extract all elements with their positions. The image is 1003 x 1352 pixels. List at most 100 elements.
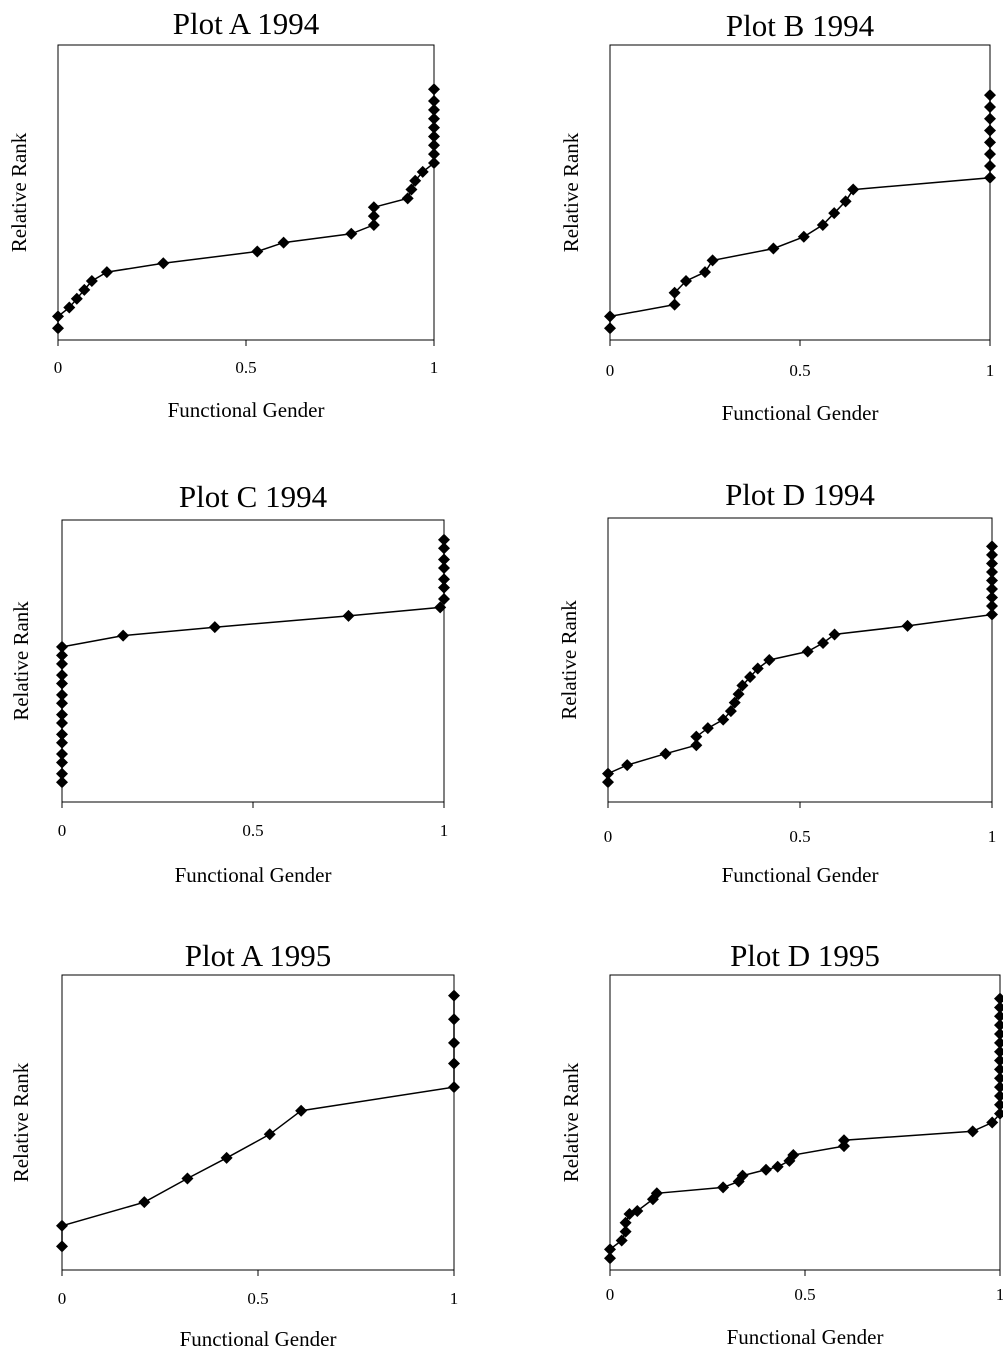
data-point-marker: [604, 310, 616, 323]
data-point-marker: [994, 1107, 1003, 1120]
data-point-marker: [117, 629, 130, 642]
chart-title: Plot A 1994: [173, 6, 320, 41]
chart-title: Plot D 1995: [730, 938, 880, 973]
data-point-marker: [984, 89, 996, 102]
data-point-marker: [986, 557, 998, 570]
data-point-marker: [181, 1172, 194, 1185]
data-point-marker: [63, 301, 76, 314]
data-point-marker: [724, 705, 737, 718]
data-point-marker: [438, 561, 450, 574]
data-point-marker: [56, 640, 68, 653]
x-tick-label: 1: [988, 827, 997, 846]
x-tick-label: 1: [996, 1285, 1003, 1304]
data-point-marker: [277, 236, 290, 249]
data-point-marker: [405, 183, 418, 196]
chart-panel-4: Plot D 1994 0 0.5 1 Functional Gender Relativ…: [557, 477, 998, 887]
data-point-marker: [838, 1134, 850, 1147]
data-point-marker: [984, 136, 996, 149]
data-point-marker: [828, 628, 841, 641]
y-axis-label: Relative Rank: [559, 1062, 583, 1182]
data-point-marker: [56, 776, 68, 789]
data-point-marker: [728, 696, 741, 709]
data-point-marker: [56, 728, 68, 741]
data-point-marker: [717, 1181, 730, 1194]
series-line: [61, 995, 455, 1247]
data-point-marker: [428, 95, 440, 108]
plot-area-frame: [609, 44, 991, 341]
data-point-marker: [604, 322, 616, 335]
data-point-marker: [619, 1216, 632, 1229]
chart-title: Plot B 1994: [726, 8, 875, 43]
data-point-marker: [619, 1225, 632, 1238]
data-point-marker: [438, 533, 450, 546]
chart-title: Plot A 1995: [185, 938, 331, 973]
data-point-marker: [401, 192, 414, 205]
data-point-marker: [986, 565, 998, 578]
data-point-marker: [659, 747, 672, 760]
data-point-marker: [56, 1240, 68, 1253]
data-point-marker: [428, 103, 440, 116]
data-point-marker: [56, 756, 68, 769]
chart-panel-3: Plot C 1994 0 0.5 1 Functional Gender Relativ…: [9, 479, 450, 887]
data-point-marker: [448, 1081, 460, 1094]
data-point-marker: [797, 230, 810, 243]
data-point-marker: [56, 677, 68, 690]
x-axis-label: Functional Gender: [168, 398, 325, 422]
data-point-marker: [986, 548, 998, 561]
data-point-marker: [690, 730, 703, 743]
data-point-marker: [994, 1098, 1003, 1111]
data-point-marker: [428, 157, 440, 169]
x-tick-label: 0.5: [235, 358, 256, 377]
x-tick-label: 0: [54, 358, 63, 377]
data-point-marker: [438, 553, 450, 566]
x-tick-label: 0: [604, 827, 613, 846]
x-tick-label: 0.5: [242, 821, 263, 840]
x-tick-label: 0.5: [794, 1285, 815, 1304]
data-point-marker: [438, 542, 450, 555]
data-point-marker: [56, 688, 68, 701]
x-axis-label: Functional Gender: [180, 1327, 337, 1351]
data-point-marker: [994, 1063, 1003, 1076]
data-point-marker: [744, 671, 757, 684]
data-point-marker: [760, 1163, 772, 1176]
data-point-marker: [409, 174, 422, 187]
data-point-marker: [428, 148, 440, 161]
x-tick-label: 0: [606, 361, 615, 380]
data-point-marker: [787, 1148, 800, 1161]
data-point-marker: [56, 717, 68, 730]
data-point-marker: [70, 292, 83, 305]
data-point-marker: [736, 679, 749, 692]
series-line: [609, 95, 991, 329]
data-point-marker: [56, 669, 68, 682]
data-point-marker: [56, 736, 68, 749]
x-tick-label: 0: [606, 1285, 615, 1304]
data-point-marker: [984, 171, 996, 184]
data-point-marker: [345, 227, 358, 240]
data-point-marker: [138, 1196, 151, 1209]
data-point-marker: [994, 1089, 1003, 1102]
data-point-marker: [416, 165, 429, 178]
data-point-marker: [994, 1054, 1003, 1067]
x-tick-label: 1: [450, 1289, 459, 1308]
data-point-marker: [56, 767, 68, 780]
data-point-marker: [56, 697, 68, 710]
y-axis-label: Relative Rank: [7, 132, 31, 252]
data-point-marker: [56, 748, 68, 761]
data-point-marker: [448, 1013, 460, 1026]
data-point-marker: [986, 608, 998, 621]
data-point-marker: [621, 759, 634, 772]
chart-panel-1: Plot A 1994 0 0.5 1 Functional Gender Relativ…: [7, 6, 440, 422]
data-point-marker: [701, 722, 714, 735]
x-axis-label: Functional Gender: [722, 863, 879, 887]
data-point-marker: [100, 266, 113, 279]
data-point-marker: [438, 592, 450, 605]
data-point-marker: [966, 1125, 979, 1138]
data-point-marker: [994, 1010, 1003, 1023]
plot-area-frame: [609, 974, 1001, 1271]
plot-area-frame: [57, 44, 435, 341]
data-point-marker: [428, 83, 440, 96]
data-point-marker: [984, 112, 996, 125]
chart-panel-2: Plot B 1994 0 0.5 1 Functional Gender Relativ…: [559, 8, 996, 425]
data-point-marker: [448, 989, 460, 1002]
data-point-marker: [994, 1001, 1003, 1014]
